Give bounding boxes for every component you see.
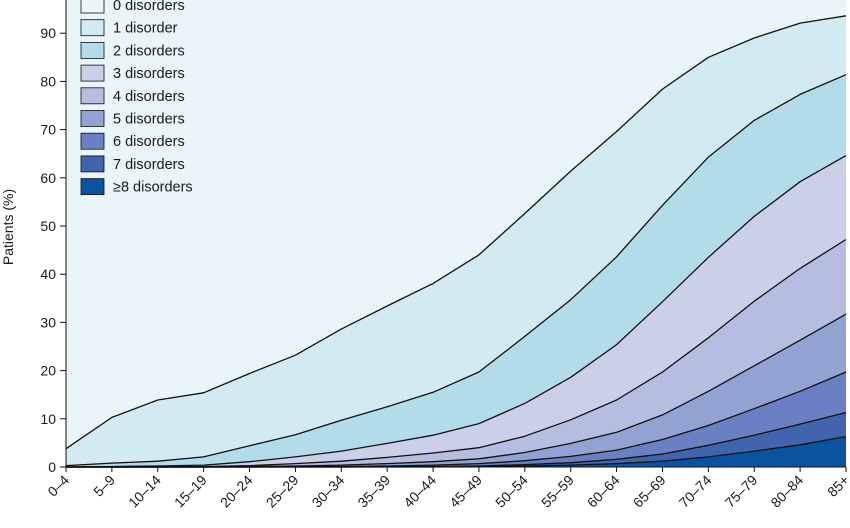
x-tick-label: 5–9 bbox=[90, 472, 118, 500]
legend-swatch-1-disorder bbox=[80, 19, 105, 37]
line-3-disorders bbox=[65, 155, 847, 468]
area-5-disorders bbox=[66, 314, 846, 467]
x-tick-label: 10–14 bbox=[125, 472, 164, 511]
y-tick-label: 60 bbox=[40, 170, 56, 186]
legend-label: 7 disorders bbox=[113, 157, 185, 173]
x-tick-label: 15–19 bbox=[171, 472, 210, 511]
legend-label: 1 disorder bbox=[113, 21, 178, 37]
y-tick-label: 80 bbox=[40, 73, 56, 89]
legend-label: 6 disorders bbox=[113, 134, 185, 150]
legend-label: 0 disorders bbox=[113, 0, 185, 14]
legend-swatch-0-disorders bbox=[80, 0, 105, 14]
x-tick-label: 75–79 bbox=[722, 472, 761, 511]
area-1-disorder bbox=[66, 15, 846, 466]
legend-swatch-4-disorders bbox=[80, 87, 105, 105]
legend-label: 4 disorders bbox=[113, 89, 185, 105]
legend-label: 2 disorders bbox=[113, 43, 185, 59]
area-2-disorders bbox=[66, 74, 846, 467]
x-tick-label: 25–29 bbox=[263, 472, 302, 511]
area-0-disorders bbox=[66, 0, 846, 449]
area-ge8-disorders bbox=[66, 436, 846, 467]
area-layers bbox=[66, 0, 846, 467]
line-2-disorders bbox=[65, 74, 847, 467]
x-tick-label: 50–54 bbox=[492, 472, 531, 511]
legend: 0 disorders 1 disorder 2 disorders 3 disord… bbox=[80, 0, 193, 196]
x-tick-label: 45–49 bbox=[446, 472, 485, 511]
legend-swatch-ge8-disorders bbox=[80, 178, 105, 196]
x-tick-label: 35–39 bbox=[354, 472, 393, 511]
area-6-disorders bbox=[66, 372, 846, 467]
x-tick-label: 40–44 bbox=[400, 472, 439, 511]
legend-label: ≥8 disorders bbox=[113, 180, 193, 196]
line-1-disorder bbox=[65, 15, 847, 450]
y-tick-label: 0 bbox=[48, 459, 56, 475]
legend-swatch-6-disorders bbox=[80, 132, 105, 150]
legend-label: 5 disorders bbox=[113, 112, 185, 128]
y-axis-title: Patients (%) bbox=[0, 189, 16, 265]
y-axis: 0 10 20 30 40 50 60 70 80 90 bbox=[40, 0, 67, 475]
x-tick-label: 85+ bbox=[824, 472, 850, 500]
y-tick-label: 50 bbox=[40, 218, 56, 234]
y-tick-label: 20 bbox=[40, 363, 56, 379]
x-tick-label: 20–24 bbox=[217, 472, 256, 511]
area-4-disorders bbox=[66, 239, 846, 467]
x-tick-label: 65–69 bbox=[630, 472, 669, 511]
y-tick-label: 30 bbox=[40, 314, 56, 330]
y-tick-label: 40 bbox=[40, 266, 56, 282]
x-tick-label: 70–74 bbox=[676, 472, 715, 511]
legend-swatch-3-disorders bbox=[80, 64, 105, 82]
y-tick-label: 70 bbox=[40, 122, 56, 138]
legend-swatch-2-disorders bbox=[80, 42, 105, 59]
legend-label: 3 disorders bbox=[113, 66, 185, 82]
y-tick-label: 10 bbox=[40, 411, 56, 427]
x-tick-label: 80–84 bbox=[767, 472, 806, 511]
x-tick-label: 55–59 bbox=[538, 472, 577, 511]
x-tick-label: 60–64 bbox=[584, 472, 623, 511]
x-tick-label: 30–34 bbox=[309, 472, 348, 511]
x-tick-label: 0–4 bbox=[44, 472, 72, 500]
y-tick-label: 90 bbox=[40, 25, 56, 41]
x-axis: 0–4 5–9 10–14 15–19 20–24 25–29 30–34 35–39 40–4… bbox=[44, 466, 850, 511]
legend-swatch-7-disorders bbox=[80, 155, 105, 173]
area-3-disorders bbox=[66, 155, 846, 467]
legend-swatch-5-disorders bbox=[80, 110, 105, 127]
